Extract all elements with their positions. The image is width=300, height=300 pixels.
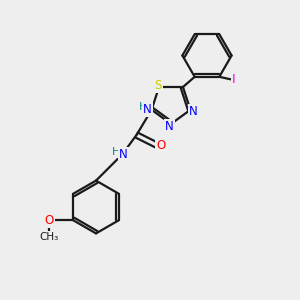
Text: O: O [44, 214, 54, 227]
Text: H: H [139, 102, 147, 112]
Text: N: N [119, 148, 128, 161]
Text: N: N [165, 120, 174, 133]
Text: N: N [189, 105, 198, 118]
Text: CH₃: CH₃ [40, 232, 59, 242]
Text: H: H [112, 147, 120, 157]
Text: N: N [143, 103, 152, 116]
Text: S: S [155, 79, 162, 92]
Text: O: O [156, 139, 166, 152]
Text: I: I [232, 73, 236, 86]
